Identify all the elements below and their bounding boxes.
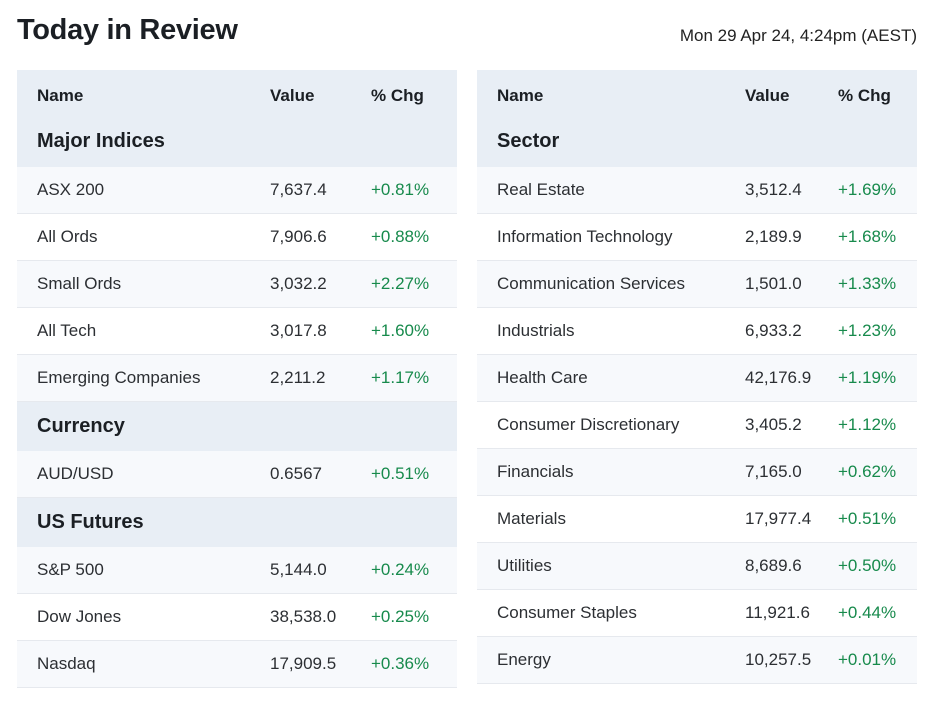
row-value: 3,405.2: [745, 415, 802, 434]
table-row[interactable]: Real Estate 3,512.4 +1.69%: [477, 167, 917, 214]
table-row[interactable]: Utilities 8,689.6 +0.50%: [477, 543, 917, 590]
table-row[interactable]: Materials 17,977.4 +0.51%: [477, 496, 917, 543]
row-change: +0.81%: [371, 180, 430, 199]
row-change: +1.19%: [838, 368, 897, 387]
row-name: Materials: [497, 509, 566, 528]
row-name: Utilities: [497, 556, 552, 575]
table-row[interactable]: Emerging Companies 2,211.2 +1.17%: [17, 355, 457, 402]
table-row[interactable]: All Tech 3,017.8 +1.60%: [17, 308, 457, 355]
row-value: 7,165.0: [745, 462, 802, 481]
column-header-value: Value: [745, 86, 790, 105]
row-change: +0.51%: [371, 464, 430, 483]
section-title: Major Indices: [37, 130, 165, 152]
row-name: Consumer Staples: [497, 603, 637, 622]
row-name: Industrials: [497, 321, 575, 340]
column-header-change: % Chg: [838, 86, 891, 105]
row-name: AUD/USD: [37, 464, 114, 483]
row-value: 3,017.8: [270, 321, 327, 340]
row-value: 17,909.5: [270, 654, 337, 673]
table-row[interactable]: S&P 500 5,144.0 +0.24%: [17, 547, 457, 594]
row-value: 3,512.4: [745, 180, 802, 199]
row-change: +1.12%: [838, 415, 897, 434]
table-row[interactable]: ASX 200 7,637.4 +0.81%: [17, 167, 457, 214]
table-row[interactable]: Health Care 42,176.9 +1.19%: [477, 355, 917, 402]
row-name: All Ords: [37, 227, 98, 246]
row-change: +0.01%: [838, 650, 897, 669]
row-value: 11,921.6: [745, 603, 810, 622]
row-name: Nasdaq: [37, 654, 96, 673]
section-header: US Futures: [17, 498, 457, 547]
row-name: Financials: [497, 462, 574, 481]
timestamp: Mon 29 Apr 24, 4:24pm (AEST): [679, 26, 917, 45]
row-name: All Tech: [37, 321, 97, 340]
table-row[interactable]: Communication Services 1,501.0 +1.33%: [477, 261, 917, 308]
row-change: +0.44%: [838, 603, 897, 622]
table-row[interactable]: Industrials 6,933.2 +1.23%: [477, 308, 917, 355]
row-value: 17,977.4: [745, 509, 812, 528]
row-name: Information Technology: [497, 227, 673, 246]
sector-table: Name Value % Chg Sector Real Estate 3,512.4 +1…: [477, 70, 917, 684]
row-change: +0.51%: [838, 509, 897, 528]
row-name: S&P 500: [37, 560, 104, 579]
table-row[interactable]: Information Technology 2,189.9 +1.68%: [477, 214, 917, 261]
row-name: Communication Services: [497, 274, 686, 293]
row-change: +1.17%: [371, 368, 430, 387]
table-row[interactable]: Energy 10,257.5 +0.01%: [477, 637, 917, 684]
table-row[interactable]: AUD/USD 0.6567 +0.51%: [17, 451, 457, 498]
row-change: +0.24%: [371, 560, 430, 579]
row-value: 6,933.2: [745, 321, 802, 340]
table-row[interactable]: Small Ords 3,032.2 +2.27%: [17, 261, 457, 308]
row-change: +2.27%: [371, 274, 430, 293]
table-header: Name Value % Chg Major Indices: [17, 70, 457, 167]
row-value: 1,501.0: [745, 274, 802, 293]
row-change: +1.33%: [838, 274, 897, 293]
row-change: +0.25%: [371, 607, 430, 626]
table-row[interactable]: Dow Jones 38,538.0 +0.25%: [17, 594, 457, 641]
table-row[interactable]: Consumer Staples 11,921.6 +0.44%: [477, 590, 917, 637]
row-change: +0.50%: [838, 556, 897, 575]
row-name: Small Ords: [37, 274, 122, 293]
row-change: +1.60%: [371, 321, 430, 340]
row-change: +1.69%: [838, 180, 897, 199]
row-value: 5,144.0: [270, 560, 327, 579]
column-header-name: Name: [37, 86, 84, 105]
column-header-value: Value: [270, 86, 315, 105]
row-name: Health Care: [497, 368, 588, 387]
row-name: ASX 200: [37, 180, 105, 199]
section-title: Currency: [37, 415, 125, 437]
row-name: Energy: [497, 650, 551, 669]
column-header-name: Name: [497, 86, 544, 105]
column-header-change: % Chg: [371, 86, 424, 105]
section-title: US Futures: [37, 511, 144, 533]
row-value: 2,189.9: [745, 227, 802, 246]
row-value: 8,689.6: [745, 556, 802, 575]
row-name: Emerging Companies: [37, 368, 201, 387]
page-title: Today in Review: [17, 14, 238, 46]
row-change: +1.23%: [838, 321, 897, 340]
row-value: 7,637.4: [270, 180, 327, 199]
row-change: +0.88%: [371, 227, 430, 246]
row-value: 42,176.9: [745, 368, 812, 387]
row-value: 3,032.2: [270, 274, 327, 293]
section-header: Currency: [17, 402, 457, 451]
row-name: Real Estate: [497, 180, 585, 199]
section-title: Sector: [497, 130, 560, 152]
row-value: 10,257.5: [745, 650, 812, 669]
row-value: 0.6567: [270, 464, 322, 483]
row-name: Consumer Discretionary: [497, 415, 680, 434]
table-row[interactable]: Consumer Discretionary 3,405.2 +1.12%: [477, 402, 917, 449]
table-row[interactable]: Nasdaq 17,909.5 +0.36%: [17, 641, 457, 688]
table-row[interactable]: All Ords 7,906.6 +0.88%: [17, 214, 457, 261]
row-value: 38,538.0: [270, 607, 337, 626]
row-value: 7,906.6: [270, 227, 327, 246]
row-change: +0.62%: [838, 462, 897, 481]
market-indices-table: Name Value % Chg Major Indices ASX 200 7,637.…: [17, 70, 457, 688]
row-change: +0.36%: [371, 654, 430, 673]
row-name: Dow Jones: [37, 607, 122, 626]
row-change: +1.68%: [838, 227, 897, 246]
row-value: 2,211.2: [270, 368, 326, 387]
table-header: Name Value % Chg Sector: [477, 70, 917, 167]
table-row[interactable]: Financials 7,165.0 +0.62%: [477, 449, 917, 496]
